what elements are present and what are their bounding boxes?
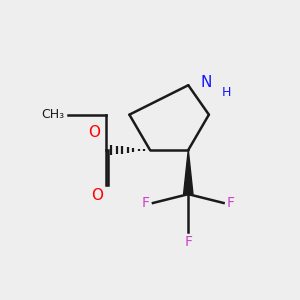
Polygon shape <box>184 150 193 194</box>
Text: O: O <box>88 125 100 140</box>
Text: CH₃: CH₃ <box>41 108 64 121</box>
Text: H: H <box>222 86 232 99</box>
Text: F: F <box>226 196 235 210</box>
Text: N: N <box>200 75 212 90</box>
Text: F: F <box>142 196 150 210</box>
Text: O: O <box>91 188 103 203</box>
Text: F: F <box>184 236 192 249</box>
